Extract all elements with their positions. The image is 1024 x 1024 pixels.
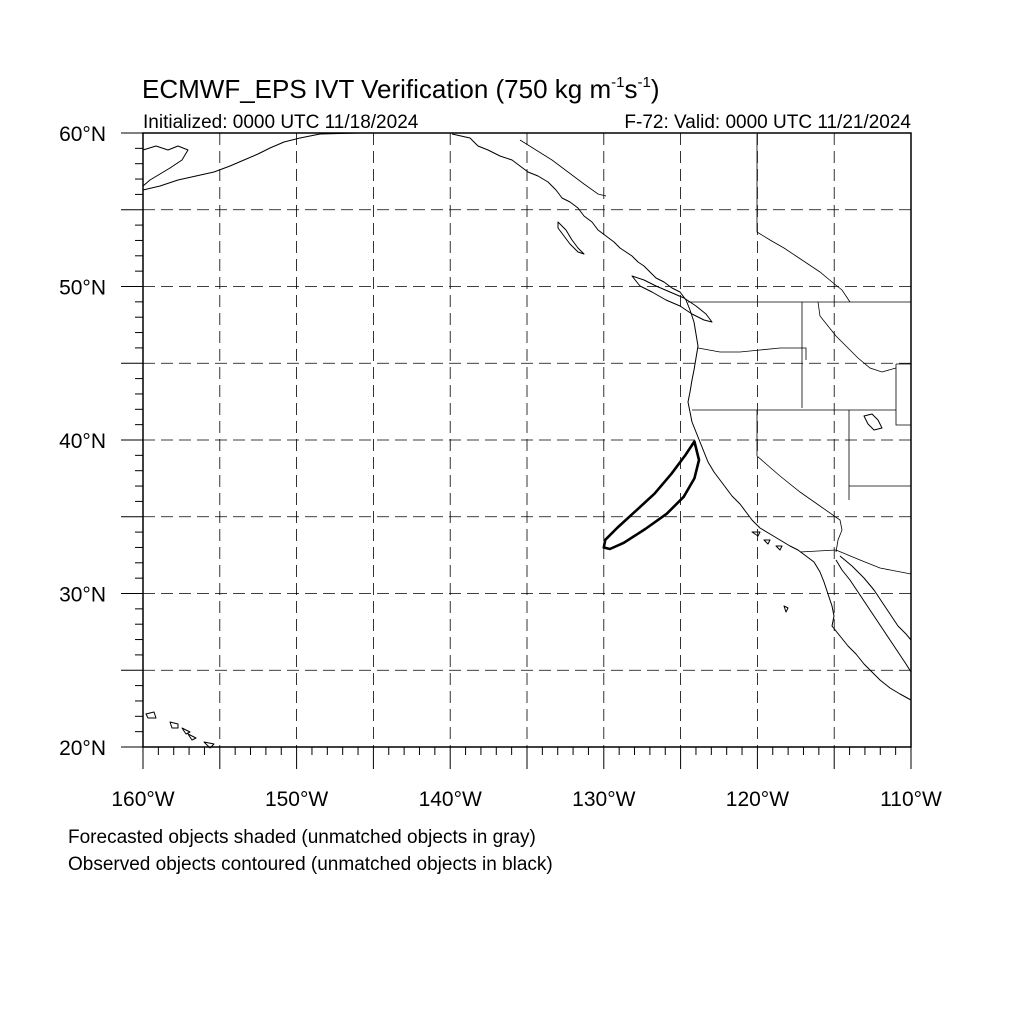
border-wyoming — [895, 363, 911, 426]
legend-note-forecast: Forecasted objects shaded (unmatched obj… — [68, 827, 536, 848]
coastline-mainland-mexico — [839, 555, 912, 641]
border-alaska-canada — [519, 139, 607, 197]
lon-label: 110°W — [880, 788, 942, 811]
lat-label: 30°N — [59, 584, 106, 607]
observed-ivt-object-contour — [602, 440, 701, 551]
legend-note-observed: Observed objects contoured (unmatched ob… — [68, 854, 553, 875]
lat-label: 50°N — [59, 277, 106, 300]
lon-label: 130°W — [572, 788, 635, 811]
border-wa-or — [697, 347, 807, 360]
lon-label: 140°W — [419, 788, 482, 811]
coastlines — [142, 132, 912, 749]
title-main: ECMWF_EPS IVT Verification (750 kg m — [142, 74, 611, 104]
lon-label: 160°W — [111, 788, 174, 811]
lat-label: 20°N — [59, 737, 106, 760]
init-time-label: Initialized: 0000 UTC 11/18/2024 — [143, 112, 419, 133]
axis-labels: 60°N 50°N 40°N 30°N 20°N 160°W 150°W 140°W 130°W… — [59, 123, 942, 811]
graticule — [143, 133, 911, 747]
coastline-haida-gwaii — [557, 221, 585, 255]
title-exponent-2: -1 — [637, 74, 650, 91]
title-close: ) — [651, 74, 660, 104]
coastline-baja-gulf — [835, 559, 912, 673]
title-mid: s — [624, 74, 637, 104]
coastline-north-america — [451, 133, 912, 701]
coastline-channel-islands — [751, 531, 789, 613]
coastline-alaska — [142, 132, 361, 191]
great-salt-lake — [863, 413, 883, 431]
lon-label: 150°W — [265, 788, 328, 811]
coastline-vancouver-island — [631, 275, 713, 323]
lat-label: 60°N — [59, 123, 106, 146]
map-title: ECMWF_EPS IVT Verification (750 kg m-1s-… — [142, 74, 659, 104]
title-exponent-1: -1 — [611, 74, 624, 91]
valid-time-label: F-72: Valid: 0000 UTC 11/21/2024 — [624, 112, 911, 133]
observed-objects — [602, 440, 701, 551]
coastline-hawaii — [145, 711, 215, 749]
axis-ticks — [121, 132, 912, 769]
political-boundaries — [519, 134, 912, 575]
border-us-mexico — [799, 549, 912, 575]
border-id-mt — [817, 301, 897, 373]
border-bc-alberta — [756, 134, 851, 303]
border-ca-nv — [756, 410, 843, 553]
lon-label: 120°W — [726, 788, 789, 811]
lat-label: 40°N — [59, 430, 106, 453]
